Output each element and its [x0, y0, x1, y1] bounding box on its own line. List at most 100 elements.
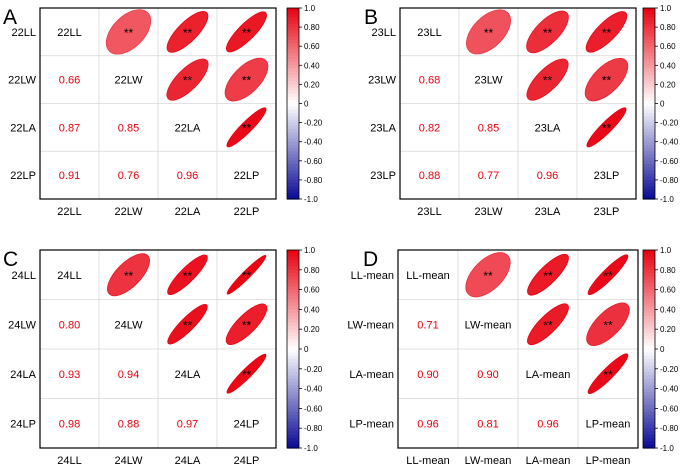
correlation-ellipse — [226, 353, 267, 394]
x-tick-label: LW-mean — [465, 455, 512, 467]
colorbar-segment — [643, 183, 655, 187]
colorbar-segment — [643, 179, 655, 184]
correlation-value: 0.88 — [419, 170, 440, 182]
correlation-value: 0.66 — [59, 75, 80, 87]
colorbar-segment — [287, 141, 299, 146]
colorbar-segment — [643, 84, 655, 89]
correlation-ellipse — [224, 57, 269, 102]
correlation-ellipse — [584, 57, 629, 102]
colorbar-segment — [643, 93, 655, 98]
significance-mark: ** — [602, 74, 612, 88]
significance-mark: ** — [543, 318, 553, 332]
colorbar-segment — [287, 362, 299, 367]
colorbar-segment — [287, 375, 299, 380]
panel-d: DLL-mean ** ** **0.71 LW-mean ** **0.90 0.90 LA-… — [347, 246, 679, 467]
x-tick-label: 24LA — [175, 455, 201, 467]
diagonal-label: LP-mean — [586, 418, 631, 430]
colorbar-segment — [287, 68, 299, 73]
colorbar-segment — [287, 368, 299, 373]
x-tick-label: LP-mean — [586, 455, 631, 467]
colorbar-segment — [287, 312, 299, 317]
colorbar-segment — [643, 160, 655, 165]
colorbar-segment — [287, 355, 299, 360]
correlation-ellipse — [226, 107, 267, 148]
colorbar-segment — [287, 128, 299, 133]
panel-letter: C — [3, 248, 18, 271]
colorbar-tick-label: -0.60 — [304, 157, 323, 166]
colorbar-segment — [287, 17, 299, 22]
colorbar-segment — [287, 58, 299, 63]
colorbar-segment — [287, 78, 299, 82]
colorbar-segment — [643, 368, 655, 373]
colorbar-segment — [287, 176, 299, 181]
colorbar-segment — [287, 395, 299, 400]
colorbar-segment — [287, 93, 299, 98]
colorbar-segment — [643, 109, 655, 114]
colorbar-segment — [287, 319, 299, 324]
colorbar-segment — [287, 125, 299, 130]
correlation-value: 0.77 — [478, 170, 499, 182]
colorbar-segment — [643, 163, 655, 168]
colorbar-segment — [287, 189, 299, 194]
colorbar-segment — [287, 256, 299, 261]
colorbar-segment — [643, 11, 655, 15]
colorbar-segment — [287, 266, 299, 271]
colorbar-segment — [287, 408, 299, 413]
y-tick-label: 22LA — [10, 122, 36, 134]
colorbar-segment — [287, 352, 299, 357]
colorbar-segment — [287, 132, 299, 136]
colorbar-segment — [643, 335, 655, 340]
correlation-value: 0.68 — [419, 75, 440, 87]
correlation-value: 0.90 — [477, 369, 498, 381]
colorbar-segment — [287, 438, 299, 442]
colorbar-tick-label: -0.40 — [660, 138, 679, 147]
colorbar-segment — [643, 438, 655, 442]
significance-mark: ** — [124, 26, 134, 40]
colorbar-tick-label: -0.60 — [660, 404, 679, 413]
colorbar-tick-label: 0.40 — [660, 305, 676, 314]
colorbar-tick-label: 1.0 — [660, 4, 672, 13]
colorbar-segment — [287, 286, 299, 291]
colorbar-segment — [287, 250, 299, 254]
correlation-ellipse — [527, 253, 569, 296]
colorbar-segment — [643, 279, 655, 284]
colorbar-segment — [643, 189, 655, 194]
diagonal-label: LA-mean — [526, 369, 571, 381]
colorbar-segment — [643, 391, 655, 396]
colorbar-segment — [287, 283, 299, 287]
significance-mark: ** — [242, 269, 252, 283]
y-tick-label: LA-mean — [349, 369, 394, 381]
colorbar-segment — [287, 365, 299, 370]
colorbar-tick-label: -0.20 — [660, 119, 679, 128]
colorbar-segment — [287, 253, 299, 258]
panel-letter: A — [3, 6, 17, 29]
colorbar-segment — [643, 170, 655, 175]
colorbar-tick-label: 0.40 — [304, 61, 320, 70]
colorbar-segment — [287, 8, 299, 12]
significance-mark: ** — [603, 318, 613, 332]
colorbar-segment — [643, 36, 655, 41]
colorbar-segment — [643, 309, 655, 314]
colorbar-segment — [643, 385, 655, 390]
significance-mark: ** — [603, 269, 613, 283]
colorbar-segment — [643, 138, 655, 143]
correlation-ellipse — [107, 253, 150, 297]
significance-mark: ** — [602, 26, 612, 40]
significance-mark: ** — [183, 318, 193, 332]
correlation-ellipse — [527, 303, 569, 346]
x-tick-label: 22LW — [115, 206, 144, 218]
colorbar-segment — [287, 424, 299, 429]
colorbar-segment — [287, 160, 299, 165]
correlation-ellipse — [226, 254, 267, 295]
colorbar-tick-label: -0.20 — [304, 119, 323, 128]
colorbar-segment — [287, 415, 299, 419]
colorbar-segment — [643, 421, 655, 426]
colorbar-segment — [287, 273, 299, 277]
colorbar-segment — [287, 122, 299, 127]
correlation-ellipse — [585, 11, 628, 53]
colorbar-segment — [643, 192, 655, 197]
colorbar-segment — [643, 100, 655, 105]
y-tick-label: 23LW — [368, 75, 397, 87]
colorbar-segment — [643, 306, 655, 310]
panel-letter: D — [363, 248, 378, 271]
